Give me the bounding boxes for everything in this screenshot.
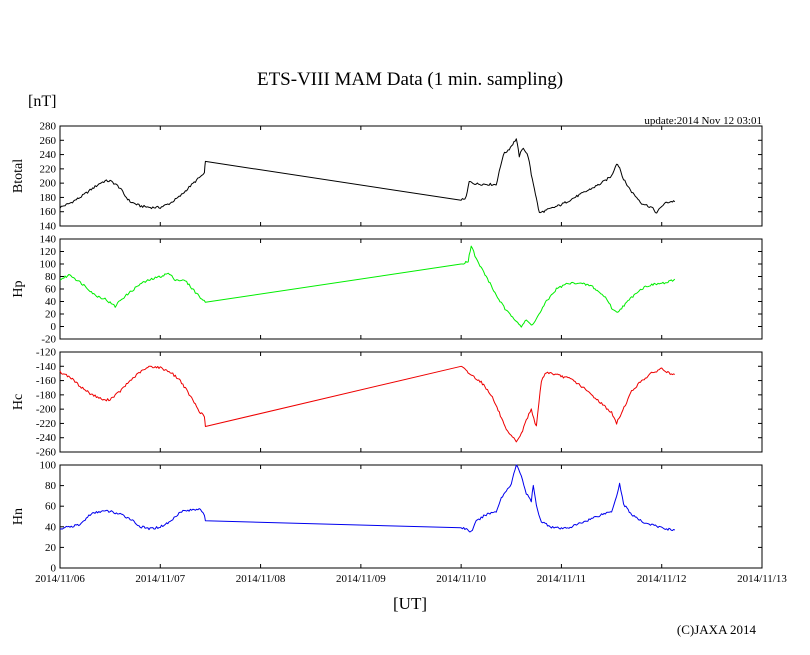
y-tick-label: 140: [40, 234, 57, 246]
y-tick-label: 80: [45, 480, 57, 492]
chart-title: ETS-VIII MAM Data (1 min. sampling): [257, 69, 563, 90]
panel-frame: [59, 238, 763, 340]
series-line-btotal: [59, 138, 676, 214]
y-tick-label: -200: [36, 404, 57, 416]
y-tick-label: 0: [51, 563, 57, 575]
y-tick-label: 240: [40, 149, 57, 161]
y-tick-label: 220: [40, 163, 57, 175]
x-axis-label: [UT]: [393, 594, 427, 613]
y-tick-label: -260: [36, 447, 57, 459]
panel-hc: -120 -140 -160 -180 -200 -220 -240 -260 Hc: [11, 347, 763, 459]
y-tick-label: 40: [45, 296, 57, 308]
y-tick-label: -180: [36, 389, 57, 401]
panel-frame: [59, 464, 763, 569]
update-timestamp: update:2014 Nov 12 03:01: [644, 115, 762, 127]
y-tick-label: 40: [45, 521, 57, 533]
y-tick-label: 280: [40, 121, 57, 133]
y-tick-label: -140: [36, 361, 57, 373]
x-tick-label: 2014/11/13: [737, 573, 787, 585]
y-tick-label: -160: [36, 375, 57, 387]
y-tick-label: 160: [40, 206, 57, 218]
y-tick-label: 20: [45, 309, 57, 321]
y-tick-label: -20: [41, 334, 56, 346]
y-tick-label: 180: [40, 192, 57, 204]
y-tick-label: 200: [40, 178, 57, 190]
series-line-hn: [59, 464, 675, 533]
series-line-hc: [59, 365, 675, 443]
y-tick-label: 260: [40, 135, 57, 147]
x-tick-label: 2014/11/11: [537, 573, 586, 585]
y-axis-label-hc: Hc: [11, 394, 26, 410]
x-tick-label: 2014/11/08: [236, 573, 286, 585]
x-tick-label: 2014/11/12: [637, 573, 687, 585]
panel-btotal: 280 260 240 220 200 180 160 140 Btotal: [11, 121, 763, 233]
y-tick-label: 140: [40, 221, 57, 233]
y-tick-label: -220: [36, 418, 57, 430]
panel-frame: [59, 125, 763, 227]
x-tick-label: 2014/11/07: [135, 573, 185, 585]
y-tick-label: 60: [45, 501, 57, 513]
y-tick-label: 0: [51, 321, 57, 333]
series-line-hp: [59, 245, 676, 328]
panel-frame: [59, 351, 763, 453]
y-axis-label-hp: Hp: [11, 280, 26, 297]
x-tick-label: 2014/11/06: [35, 573, 85, 585]
y-tick-label: -120: [36, 347, 57, 359]
y-tick-label: 100: [40, 259, 57, 271]
copyright-text: (C)JAXA 2014: [677, 622, 757, 637]
y-tick-label: 20: [45, 542, 57, 554]
unit-label: [nT]: [28, 93, 56, 110]
y-axis-label-hn: Hn: [11, 508, 26, 525]
y-tick-label: 80: [45, 271, 57, 283]
panels: 280260240220200180160140Btotal1401201008…: [11, 121, 763, 575]
y-tick-label: 120: [40, 246, 57, 258]
panel-hn: 100 80 60 40 20 0 Hn: [11, 460, 763, 575]
y-tick-label: 60: [45, 284, 57, 296]
x-tick-label: 2014/11/09: [336, 573, 386, 585]
x-tick-label: 2014/11/10: [436, 573, 486, 585]
x-axis-ticks: 2014/11/06 2014/11/07 2014/11/08 2014/11/09…: [35, 573, 787, 585]
y-tick-label: -240: [36, 432, 57, 444]
y-tick-label: 100: [40, 460, 57, 472]
y-axis-label-btotal: Btotal: [11, 159, 26, 193]
